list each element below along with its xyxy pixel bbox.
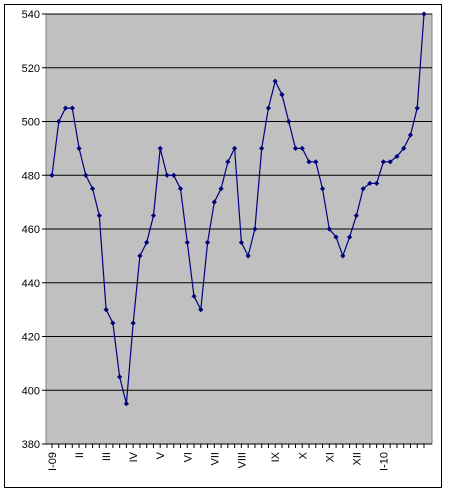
data-point [238,239,244,246]
y-axis: 380 400 420 440 460 480 500 520 540 [22,9,46,451]
data-point [103,307,109,313]
data-point [96,212,102,219]
gridlines [46,13,432,445]
data-point [137,253,143,259]
x-tick-label: II [74,452,86,458]
data-point [198,307,204,313]
data-point [360,186,366,192]
x-tick-label: V [155,451,167,459]
data-point [218,186,224,192]
data-point [49,172,55,178]
y-tick-label: 540 [22,9,40,21]
data-point [177,186,184,192]
data-point [245,253,251,259]
x-tick-label: XII [351,452,363,465]
y-tick-label: 400 [22,385,40,397]
data-point [56,118,62,125]
data-point [299,145,305,151]
data-point [401,145,407,151]
data-point [191,293,197,299]
data-point [272,78,278,84]
data-point [164,172,170,178]
x-tick-label: VII [209,452,221,465]
x-tick-label: III [101,452,113,461]
y-tick-label: 460 [22,224,40,236]
x-axis: I-09 II III IV V VI VII VIII IX X XI XII I-10 [46,443,432,471]
data-point [380,159,387,165]
data-point [225,159,231,165]
data-point [367,180,373,186]
x-tick-label: VI [182,452,194,462]
data-point [387,159,393,165]
data-point [286,118,292,125]
data-point [76,145,82,151]
data-point [184,239,190,246]
data-point [211,199,217,205]
data-point [340,253,346,259]
data-point [252,226,258,232]
y-tick-label: 420 [22,332,40,344]
data-point [144,239,150,246]
data-point [157,145,163,151]
data-point [117,374,123,380]
x-tick-label: X [297,451,309,459]
y-tick-label: 520 [22,63,40,75]
data-point [306,159,312,165]
data-point [374,180,380,186]
data-point [326,226,332,232]
data-point [204,239,211,246]
data-point [313,159,319,165]
x-tick-label: IX [270,451,282,462]
data-point [232,145,238,151]
data-point [150,212,157,219]
y-tick-label: 440 [22,278,40,290]
data-point [414,105,420,111]
data-point [69,105,75,111]
y-tick-label: 500 [22,117,40,129]
y-tick-label: 480 [22,170,40,182]
data-point [292,145,299,151]
series-line [51,13,425,404]
data-point [319,186,326,192]
x-tick-label: VIII [236,452,248,469]
x-tick-label: IV [128,451,140,462]
data-point [333,234,339,240]
data-markers [49,11,427,407]
data-point [353,212,359,219]
data-point [62,105,69,111]
data-point [265,105,272,111]
data-point [123,401,129,407]
data-point [394,153,400,160]
x-tick-label: XI [324,452,336,462]
data-point [279,92,285,98]
data-point [110,320,116,326]
data-point [259,145,265,151]
data-point [407,132,414,138]
data-point [89,186,96,192]
x-tick-label: I-09 [47,452,59,471]
data-point [347,234,353,240]
y-tick-label: 380 [22,439,40,451]
data-point [130,320,136,326]
data-point [83,172,89,178]
data-point [171,172,177,178]
data-point [421,11,427,17]
x-tick-label: I-10 [378,452,390,471]
